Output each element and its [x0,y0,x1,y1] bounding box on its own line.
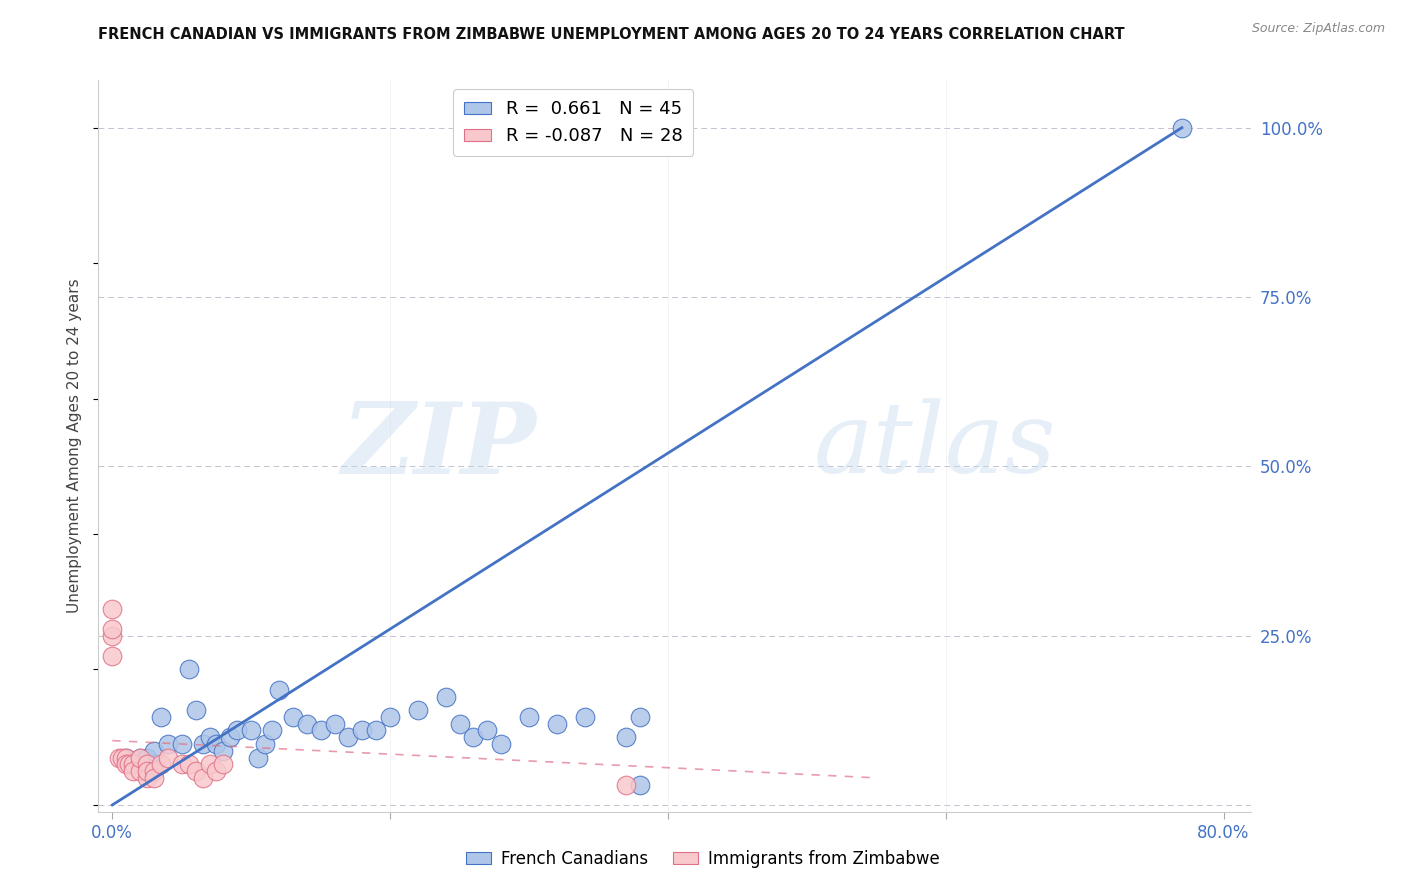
Point [108,750,131,764]
Point [198,730,221,744]
Point [184,703,207,717]
Point [517,710,540,724]
Point [434,690,457,704]
Point [115,750,138,764]
Point [101,629,124,643]
Point [136,757,159,772]
Point [205,764,228,778]
Point [463,730,485,744]
Point [129,764,152,778]
Point [212,757,235,772]
Point [309,723,332,738]
Point [149,757,172,772]
Point [378,710,401,724]
Point [323,716,346,731]
Text: FRENCH CANADIAN VS IMMIGRANTS FROM ZIMBABWE UNEMPLOYMENT AMONG AGES 20 TO 24 YEA: FRENCH CANADIAN VS IMMIGRANTS FROM ZIMBA… [98,27,1125,42]
Point [101,601,124,615]
Text: atlas: atlas [813,399,1056,493]
Point [122,764,145,778]
Point [491,737,513,751]
Text: Source: ZipAtlas.com: Source: ZipAtlas.com [1251,22,1385,36]
Point [477,723,499,738]
Point [1171,120,1194,135]
Point [614,730,637,744]
Point [337,730,360,744]
Point [546,716,568,731]
Point [406,703,429,717]
Point [614,778,637,792]
Point [177,663,200,677]
Point [574,710,596,724]
Legend: French Canadians, Immigrants from Zimbabwe: French Canadians, Immigrants from Zimbab… [460,844,946,875]
Point [212,744,235,758]
Point [267,682,290,697]
Point [115,757,138,772]
Point [170,757,193,772]
Point [170,737,193,751]
Point [136,764,159,778]
Point [219,730,242,744]
Point [366,723,388,738]
Point [101,622,124,636]
Point [118,757,141,772]
Text: ZIP: ZIP [342,398,537,494]
Point [352,723,374,738]
Point [143,757,166,772]
Point [247,750,270,764]
Point [136,750,159,764]
Point [136,771,159,785]
Point [115,750,138,764]
Point [191,771,214,785]
Point [111,750,134,764]
Point [156,737,179,751]
Point [177,757,200,772]
Point [628,778,651,792]
Point [295,716,318,731]
Point [260,723,283,738]
Point [184,764,207,778]
Point [191,737,214,751]
Point [122,757,145,772]
Point [149,710,172,724]
Y-axis label: Unemployment Among Ages 20 to 24 years: Unemployment Among Ages 20 to 24 years [67,278,83,614]
Point [143,771,166,785]
Point [477,120,499,135]
Point [628,710,651,724]
Point [240,723,263,738]
Legend: R =  0.661   N = 45, R = -0.087   N = 28: R = 0.661 N = 45, R = -0.087 N = 28 [453,89,693,156]
Point [143,744,166,758]
Point [101,648,124,663]
Point [281,710,304,724]
Point [129,750,152,764]
Point [198,757,221,772]
Point [129,750,152,764]
Point [122,757,145,772]
Point [143,764,166,778]
Point [449,716,471,731]
Point [254,737,277,751]
Point [226,723,249,738]
Point [156,750,179,764]
Point [205,737,228,751]
